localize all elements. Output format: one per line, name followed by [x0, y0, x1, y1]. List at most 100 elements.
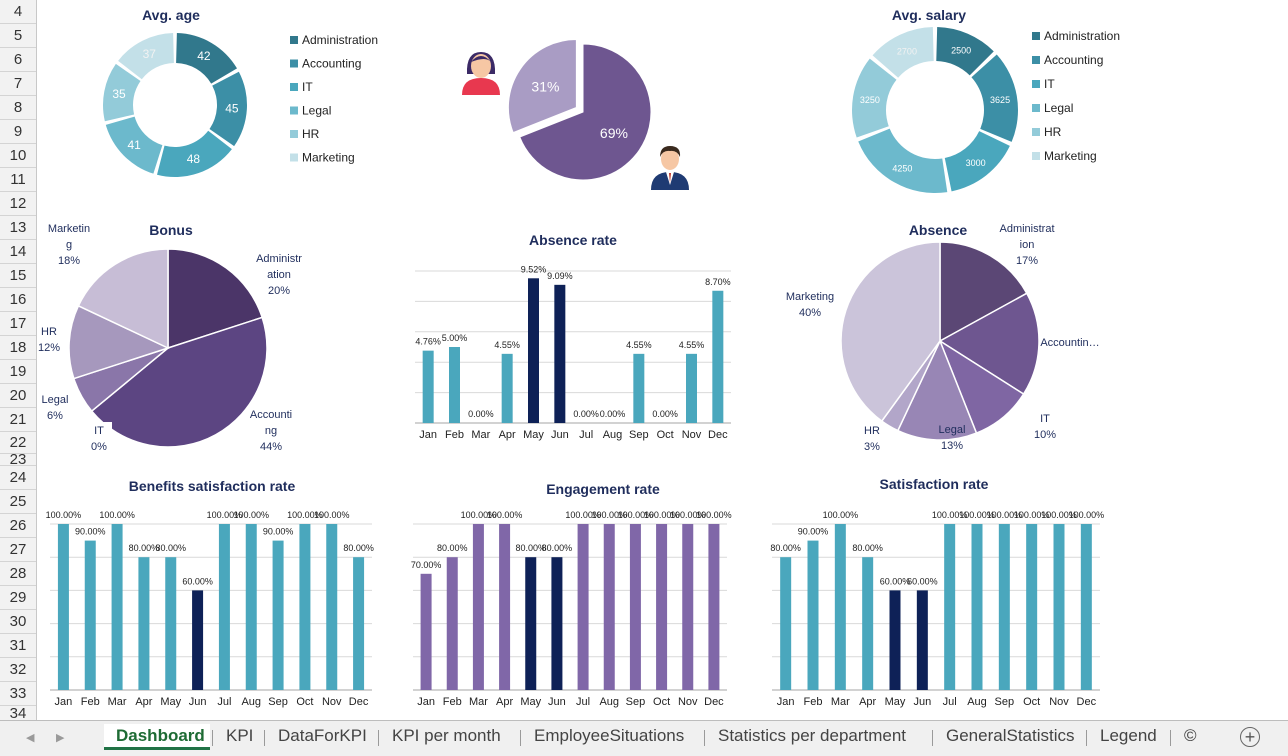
sheet-tab[interactable]: Legend — [1100, 726, 1157, 745]
bar — [272, 540, 284, 690]
data-label: 80.00% — [129, 543, 160, 553]
data-label: 100.00% — [644, 510, 680, 520]
row-header[interactable]: 23 — [0, 452, 36, 467]
x-tick-label: Nov — [682, 429, 702, 441]
slice-label: Accountin… — [1040, 337, 1099, 349]
bar — [449, 347, 460, 423]
row-header[interactable]: 32 — [0, 658, 36, 682]
label-background — [248, 406, 294, 452]
legend-entry: Administration — [1044, 29, 1120, 43]
bar — [780, 557, 792, 690]
data-label: 100.00% — [287, 510, 323, 520]
row-header[interactable]: 4 — [0, 0, 36, 24]
donut-slice — [852, 58, 897, 138]
legend-entry: IT — [302, 80, 313, 94]
sheet-tab[interactable]: EmployeeSituations — [534, 726, 685, 745]
data-label: 80.00% — [542, 543, 573, 553]
x-tick-label: Feb — [443, 696, 462, 708]
row-header[interactable]: 29 — [0, 586, 36, 610]
row-header[interactable]: 19 — [0, 360, 36, 384]
row-header[interactable]: 22 — [0, 432, 36, 454]
data-label: 90.00% — [798, 527, 829, 537]
data-label: 60.00% — [880, 576, 911, 586]
row-header[interactable]: 10 — [0, 144, 36, 168]
x-tick-label: Sep — [629, 429, 649, 441]
bar — [708, 524, 720, 690]
row-header[interactable]: 21 — [0, 408, 36, 432]
row-header[interactable]: 25 — [0, 490, 36, 514]
bar — [629, 524, 641, 690]
row-header[interactable]: 8 — [0, 96, 36, 120]
sheet-tab[interactable]: KPI — [226, 726, 254, 745]
bar — [499, 524, 511, 690]
slice-label: IT 0% — [91, 425, 107, 453]
bar — [712, 290, 724, 423]
sheet-tab[interactable]: GeneralStatistics — [946, 726, 1075, 745]
satisfaction-chart: Satisfaction rate 80.00% Jan 90.00% Feb 100.0… — [770, 476, 1104, 708]
sheet-tab[interactable]: Dashboard — [104, 724, 210, 750]
x-tick-label: Jul — [217, 696, 231, 708]
bar — [889, 590, 901, 690]
row-header[interactable]: 33 — [0, 682, 36, 706]
row-header[interactable]: 24 — [0, 466, 36, 490]
x-tick-label: Dec — [1077, 696, 1097, 708]
legend-swatch — [290, 153, 298, 162]
row-header[interactable]: 7 — [0, 72, 36, 96]
data-label: 80.00% — [852, 543, 883, 553]
row-header[interactable]: 12 — [0, 192, 36, 216]
legend-entry: Accounting — [1044, 53, 1103, 67]
add-sheet-button[interactable]: + — [1240, 727, 1260, 747]
bar — [299, 524, 311, 690]
row-header[interactable]: 14 — [0, 240, 36, 264]
legend-entry: Accounting — [302, 57, 361, 71]
tab-scroll-left-icon[interactable]: ◀ — [26, 732, 35, 744]
row-header[interactable]: 15 — [0, 264, 36, 288]
absence-rate-chart: Absence rate 4.76% Jan 5.00% Feb 0.00% Mar 4.55… — [415, 232, 731, 441]
row-header[interactable]: 28 — [0, 562, 36, 586]
x-tick-label: Apr — [499, 429, 516, 441]
row-header[interactable]: 18 — [0, 336, 36, 360]
row-header[interactable]: 13 — [0, 216, 36, 240]
x-tick-label: May — [523, 429, 544, 441]
bar — [472, 524, 484, 690]
x-tick-label: Jul — [576, 696, 590, 708]
sheet-tab[interactable]: DataForKPI — [278, 726, 367, 745]
tab-scroll-right-icon[interactable]: ▶ — [56, 732, 65, 744]
sheet-tab[interactable]: Statistics per department — [718, 726, 907, 745]
row-header[interactable]: 30 — [0, 610, 36, 634]
benefits-satisfaction-chart: Benefits satisfaction rate 100.00% Jan 90.0… — [46, 478, 374, 708]
row-header[interactable]: 26 — [0, 514, 36, 538]
tab-separator — [212, 730, 213, 746]
slice-value-label: 2700 — [897, 46, 917, 56]
x-tick-label: Feb — [445, 429, 464, 441]
donut-slice — [936, 27, 994, 76]
legend-swatch — [1032, 104, 1040, 112]
slice-value-label: 4250 — [892, 163, 912, 173]
bar — [353, 557, 365, 690]
data-label: 4.55% — [679, 340, 705, 350]
row-header[interactable]: 20 — [0, 384, 36, 408]
label-background — [86, 422, 112, 452]
donut-slice — [105, 116, 163, 174]
tab-separator — [932, 730, 933, 746]
x-tick-label: Jun — [551, 429, 569, 441]
sheet-tab[interactable]: KPI per month — [392, 726, 501, 745]
sheet-tab[interactable]: © — [1184, 726, 1197, 745]
row-header[interactable]: 9 — [0, 120, 36, 144]
data-label: 0.00% — [468, 409, 494, 419]
slice-value-label: 35 — [112, 87, 126, 101]
row-header[interactable]: 31 — [0, 634, 36, 658]
bar — [111, 524, 123, 690]
row-header[interactable]: 16 — [0, 288, 36, 312]
x-tick-label: Oct — [296, 696, 313, 708]
legend-swatch — [290, 130, 298, 138]
row-header[interactable]: 11 — [0, 168, 36, 192]
row-header[interactable]: 6 — [0, 48, 36, 72]
row-header[interactable]: 17 — [0, 312, 36, 336]
row-header[interactable]: 5 — [0, 24, 36, 48]
row-header[interactable]: 27 — [0, 538, 36, 562]
x-tick-label: Dec — [349, 696, 369, 708]
slice-label: Administrat ion 17% — [999, 223, 1054, 267]
x-tick-label: Sep — [268, 696, 288, 708]
donut-slice — [176, 33, 238, 84]
